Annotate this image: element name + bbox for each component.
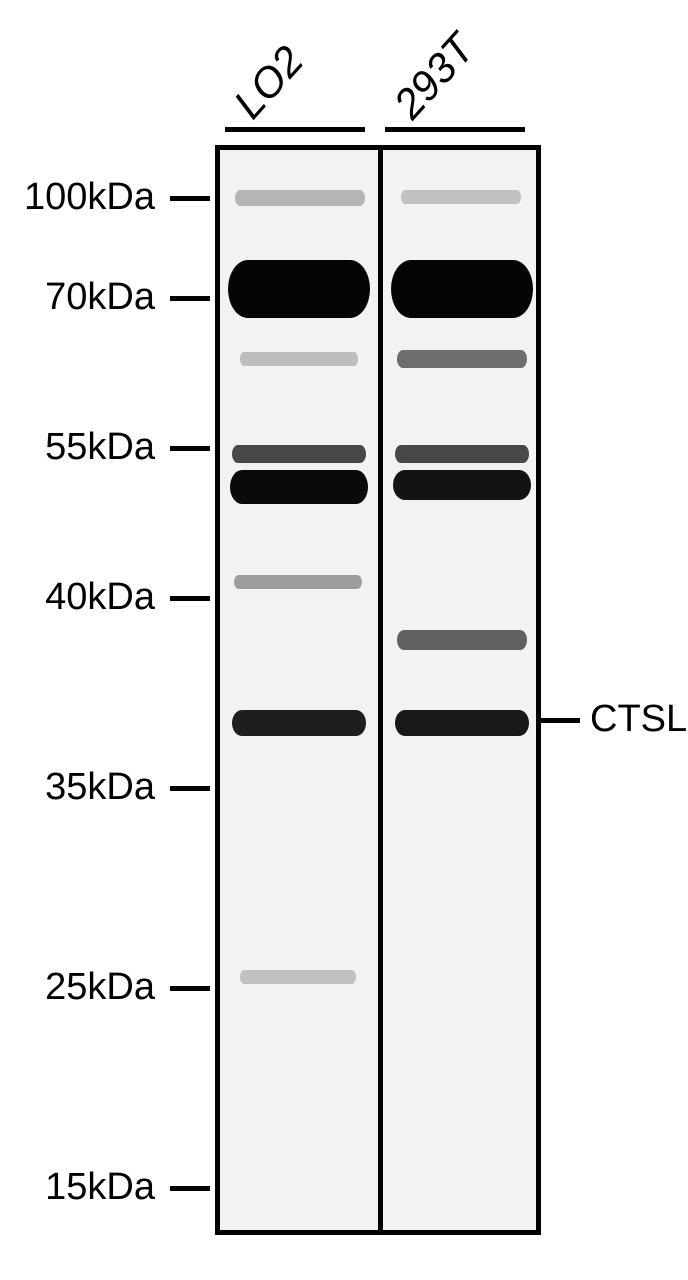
mw-marker-tick bbox=[170, 446, 210, 451]
target-tick bbox=[540, 718, 580, 723]
lane-header-lo2: LO2 bbox=[224, 37, 313, 128]
blot-membrane bbox=[215, 145, 541, 1235]
mw-marker-tick bbox=[170, 296, 210, 301]
mw-marker-tick bbox=[170, 1186, 210, 1191]
lane-underline bbox=[225, 127, 365, 132]
protein-band bbox=[397, 630, 527, 650]
mw-marker-label: 35kDa bbox=[0, 766, 155, 809]
protein-band bbox=[393, 470, 531, 500]
protein-band bbox=[395, 445, 529, 463]
protein-band bbox=[240, 352, 358, 366]
protein-band bbox=[228, 260, 370, 318]
protein-band bbox=[232, 445, 366, 463]
mw-marker-label: 70kDa bbox=[0, 276, 155, 319]
mw-marker-label: 100kDa bbox=[0, 176, 155, 219]
mw-marker-tick bbox=[170, 196, 210, 201]
mw-marker-tick bbox=[170, 596, 210, 601]
protein-band bbox=[395, 710, 529, 736]
protein-band bbox=[235, 190, 365, 206]
lane-header-293t: 293T bbox=[384, 25, 484, 128]
protein-band bbox=[397, 350, 527, 368]
western-blot-figure: LO2 293T 100kDa 70kDa 55kDa 40kDa 35kDa 25kDa 1… bbox=[0, 0, 688, 1280]
mw-marker-label: 15kDa bbox=[0, 1166, 155, 1209]
mw-marker-tick bbox=[170, 786, 210, 791]
protein-band bbox=[230, 470, 368, 504]
protein-band bbox=[391, 260, 533, 318]
protein-band bbox=[232, 710, 366, 736]
lane-underline bbox=[385, 127, 525, 132]
lane-divider bbox=[378, 150, 383, 1230]
mw-marker-tick bbox=[170, 986, 210, 991]
protein-band bbox=[401, 190, 521, 204]
mw-marker-label: 40kDa bbox=[0, 576, 155, 619]
mw-marker-label: 55kDa bbox=[0, 426, 155, 469]
mw-marker-label: 25kDa bbox=[0, 966, 155, 1009]
protein-band bbox=[240, 970, 356, 984]
protein-band bbox=[234, 575, 362, 589]
target-protein-label: CTSL bbox=[590, 698, 687, 741]
